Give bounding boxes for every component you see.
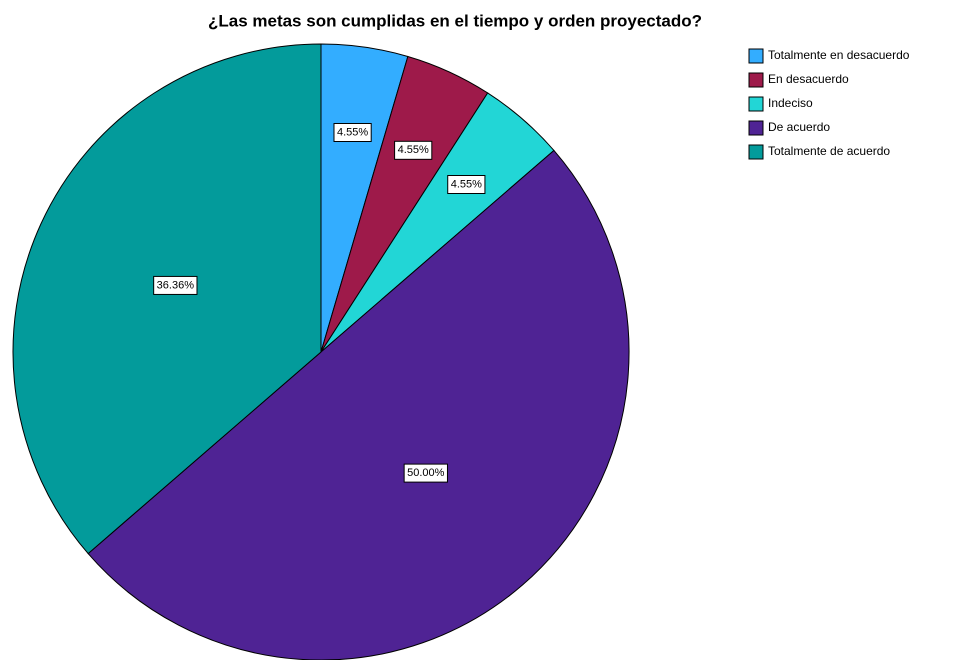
- value-label-box: [403, 463, 448, 483]
- pie-slice: [87, 149, 630, 660]
- legend-label: Totalmente en desacuerdo: [768, 48, 910, 62]
- value-label: 4.55%: [447, 174, 486, 194]
- legend-swatch: [748, 72, 764, 88]
- value-label-text: 50.00%: [407, 467, 445, 479]
- legend-label: De acuerdo: [768, 120, 830, 134]
- value-label-text: 4.55%: [337, 126, 368, 138]
- value-label-text: 36.36%: [157, 279, 195, 291]
- chart-title: ¿Las metas son cumplidas en el tiempo y …: [208, 11, 702, 30]
- value-label-box: [447, 174, 486, 194]
- value-label: 4.55%: [394, 140, 433, 160]
- legend-swatch: [748, 120, 764, 136]
- value-label-text: 4.55%: [451, 178, 482, 190]
- value-label-box: [153, 275, 198, 295]
- legend-swatch: [748, 96, 764, 112]
- legend-label: Indeciso: [768, 96, 813, 110]
- value-label-box: [333, 123, 372, 143]
- value-label: 36.36%: [153, 275, 198, 295]
- value-label-box: [394, 140, 433, 160]
- legend-swatch: [748, 144, 764, 160]
- legend-swatch: [748, 48, 764, 64]
- legend-label: En desacuerdo: [768, 72, 849, 86]
- value-label: 4.55%: [333, 123, 372, 143]
- pie-slice: [12, 43, 322, 555]
- legend-label: Totalmente de acuerdo: [768, 144, 890, 158]
- value-label-text: 4.55%: [398, 144, 429, 156]
- value-label: 50.00%: [403, 463, 448, 483]
